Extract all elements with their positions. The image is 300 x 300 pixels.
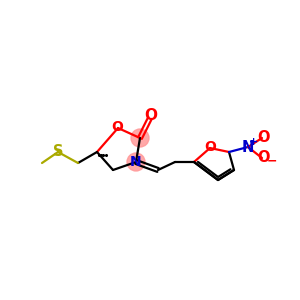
Text: −: − bbox=[267, 154, 277, 167]
Text: O: O bbox=[258, 130, 270, 146]
Text: S: S bbox=[53, 145, 63, 160]
Text: +: + bbox=[249, 137, 259, 147]
Text: O: O bbox=[204, 140, 216, 154]
Circle shape bbox=[131, 129, 149, 147]
Text: N: N bbox=[242, 140, 254, 154]
Circle shape bbox=[127, 153, 145, 171]
Text: N: N bbox=[130, 155, 142, 169]
Text: O: O bbox=[145, 109, 158, 124]
Text: O: O bbox=[111, 120, 123, 134]
Text: O: O bbox=[258, 151, 270, 166]
